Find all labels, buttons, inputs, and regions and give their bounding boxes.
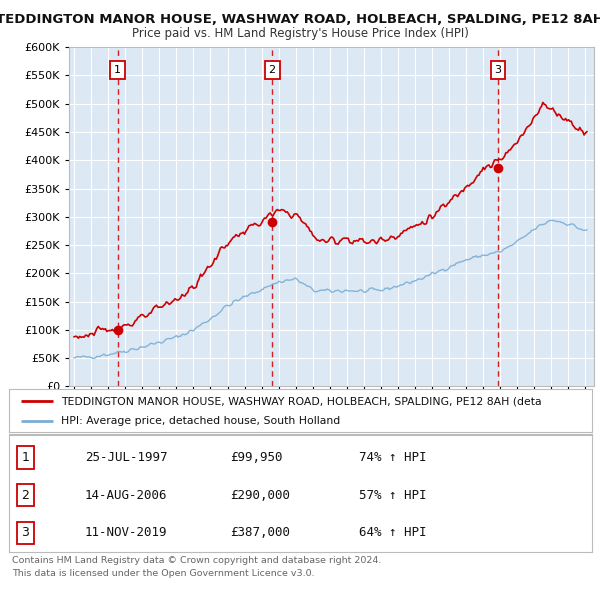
- Text: 1: 1: [114, 65, 121, 75]
- Text: Contains HM Land Registry data © Crown copyright and database right 2024.: Contains HM Land Registry data © Crown c…: [12, 556, 382, 565]
- Text: £387,000: £387,000: [230, 526, 290, 539]
- Text: 57% ↑ HPI: 57% ↑ HPI: [359, 489, 427, 502]
- Text: This data is licensed under the Open Government Licence v3.0.: This data is licensed under the Open Gov…: [12, 569, 314, 578]
- Text: HPI: Average price, detached house, South Holland: HPI: Average price, detached house, Sout…: [61, 417, 341, 426]
- Text: 1: 1: [22, 451, 29, 464]
- Text: 3: 3: [494, 65, 502, 75]
- Text: Price paid vs. HM Land Registry's House Price Index (HPI): Price paid vs. HM Land Registry's House …: [131, 27, 469, 40]
- Text: £99,950: £99,950: [230, 451, 283, 464]
- Text: TEDDINGTON MANOR HOUSE, WASHWAY ROAD, HOLBEACH, SPALDING, PE12 8AH: TEDDINGTON MANOR HOUSE, WASHWAY ROAD, HO…: [0, 13, 600, 26]
- Text: 14-AUG-2006: 14-AUG-2006: [85, 489, 167, 502]
- Text: 25-JUL-1997: 25-JUL-1997: [85, 451, 167, 464]
- Text: 3: 3: [22, 526, 29, 539]
- Text: 74% ↑ HPI: 74% ↑ HPI: [359, 451, 427, 464]
- Text: £290,000: £290,000: [230, 489, 290, 502]
- Text: 64% ↑ HPI: 64% ↑ HPI: [359, 526, 427, 539]
- Text: 2: 2: [269, 65, 276, 75]
- Text: TEDDINGTON MANOR HOUSE, WASHWAY ROAD, HOLBEACH, SPALDING, PE12 8AH (deta: TEDDINGTON MANOR HOUSE, WASHWAY ROAD, HO…: [61, 396, 542, 407]
- Text: 11-NOV-2019: 11-NOV-2019: [85, 526, 167, 539]
- Text: 2: 2: [22, 489, 29, 502]
